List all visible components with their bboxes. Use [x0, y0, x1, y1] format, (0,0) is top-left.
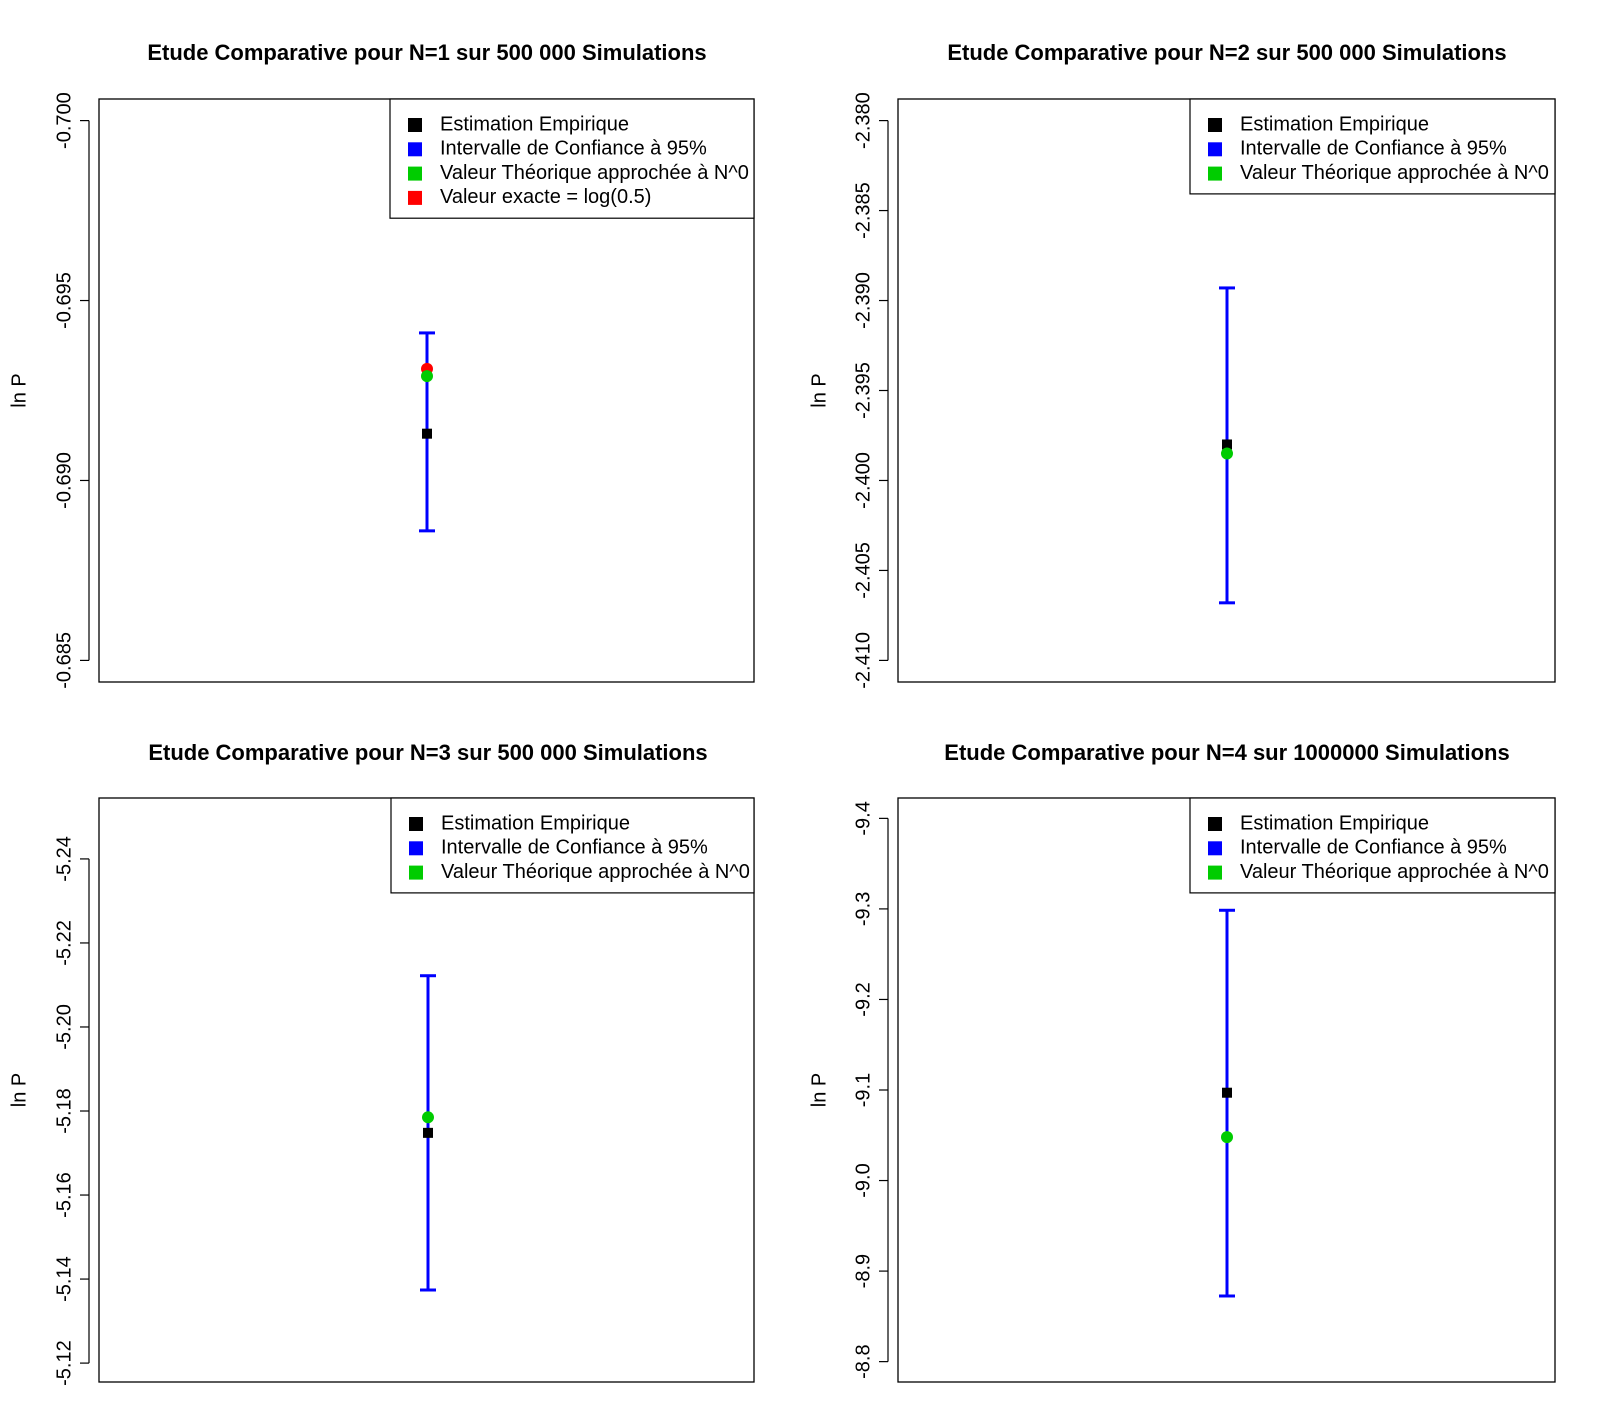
y-axis-label: ln P [8, 1073, 30, 1107]
legend-swatch [1208, 865, 1222, 880]
theoretical-point [421, 370, 433, 383]
legend-label: Intervalle de Confiance à 95% [1240, 138, 1507, 160]
legend-swatch [1208, 142, 1222, 157]
y-tick-label: -5.18 [53, 1088, 75, 1134]
y-tick-label: -2.395 [852, 362, 874, 419]
chart-title: Etude Comparative pour N=4 sur 1000000 S… [944, 740, 1509, 765]
legend-swatch [1208, 118, 1222, 132]
chart-panel-2: Etude Comparative pour N=2 sur 500 000 S… [808, 40, 1556, 689]
y-tick-label: -0.690 [53, 452, 75, 509]
legend-swatch [1208, 817, 1222, 831]
legend-label: Estimation Empirique [441, 812, 630, 834]
y-axis-label: ln P [8, 373, 30, 407]
y-tick-label: -0.695 [53, 272, 75, 329]
legend-box [1189, 797, 1556, 894]
legend-label: Estimation Empirique [1240, 812, 1429, 834]
legend-label: Valeur exacte = log(0.5) [440, 186, 651, 208]
legend-swatch [409, 817, 423, 831]
legend-swatch [1208, 841, 1222, 856]
y-tick-label: -8.8 [852, 1344, 874, 1378]
estimate-point [423, 1127, 433, 1138]
y-tick-label: -2.385 [852, 182, 874, 239]
legend-label: Estimation Empirique [1240, 113, 1429, 135]
chart-title: Etude Comparative pour N=2 sur 500 000 S… [947, 40, 1506, 65]
estimate-point [422, 428, 432, 439]
y-tick-label: -5.12 [53, 1340, 75, 1386]
legend-label: Valeur Théorique approchée à N^0 [441, 861, 750, 883]
legend-label: Valeur Théorique approchée à N^0 [1240, 861, 1549, 883]
y-tick-label: -8.9 [852, 1254, 874, 1288]
y-axis-label: ln P [808, 373, 830, 407]
legend-swatch [408, 166, 422, 181]
y-tick-label: -5.16 [53, 1172, 75, 1218]
y-axis-label: ln P [808, 1073, 830, 1107]
y-tick-label: -2.400 [852, 452, 874, 509]
legend-swatch [408, 142, 422, 157]
y-tick-label: -9.3 [852, 892, 874, 926]
y-tick-label: -5.14 [53, 1256, 75, 1302]
y-tick-label: -5.24 [53, 836, 75, 882]
chart-title: Etude Comparative pour N=1 sur 500 000 S… [147, 40, 706, 65]
estimate-point [1222, 1087, 1232, 1098]
legend-swatch [409, 841, 423, 856]
legend-label: Estimation Empirique [440, 113, 629, 135]
y-tick-label: -9.0 [852, 1163, 874, 1197]
legend-swatch [409, 865, 423, 880]
chart-title: Etude Comparative pour N=3 sur 500 000 S… [148, 740, 707, 765]
legend-label: Valeur Théorique approchée à N^0 [440, 162, 749, 184]
legend-label: Intervalle de Confiance à 95% [441, 837, 708, 859]
y-tick-label: -2.390 [852, 272, 874, 329]
legend-box [1189, 98, 1556, 195]
chart-panel-3: Etude Comparative pour N=3 sur 500 000 S… [8, 740, 755, 1386]
chart-panel-4: Etude Comparative pour N=4 sur 1000000 S… [808, 740, 1556, 1383]
y-tick-label: -5.22 [53, 920, 75, 966]
legend-swatch [408, 118, 422, 132]
legend-box [390, 797, 755, 894]
y-tick-label: -9.1 [852, 1073, 874, 1107]
y-tick-label: -2.380 [852, 92, 874, 149]
legend-box [389, 98, 755, 219]
y-tick-label: -2.405 [852, 542, 874, 599]
y-tick-label: -9.2 [852, 982, 874, 1016]
y-tick-label: -9.4 [852, 801, 874, 835]
estimate-point [1222, 439, 1232, 450]
chart-panel-1: Etude Comparative pour N=1 sur 500 000 S… [8, 40, 755, 689]
legend-label: Intervalle de Confiance à 95% [440, 138, 707, 160]
theoretical-point [1221, 1131, 1233, 1144]
y-tick-label: -2.410 [852, 632, 874, 689]
y-tick-label: -0.700 [53, 92, 75, 149]
theoretical-point [422, 1111, 434, 1124]
y-tick-label: -0.685 [53, 632, 75, 689]
theoretical-point [1221, 447, 1233, 460]
legend-label: Intervalle de Confiance à 95% [1240, 837, 1507, 859]
legend-swatch [1208, 166, 1222, 181]
legend-swatch [408, 190, 422, 205]
y-tick-label: -5.20 [53, 1004, 75, 1050]
legend-label: Valeur Théorique approchée à N^0 [1240, 162, 1549, 184]
